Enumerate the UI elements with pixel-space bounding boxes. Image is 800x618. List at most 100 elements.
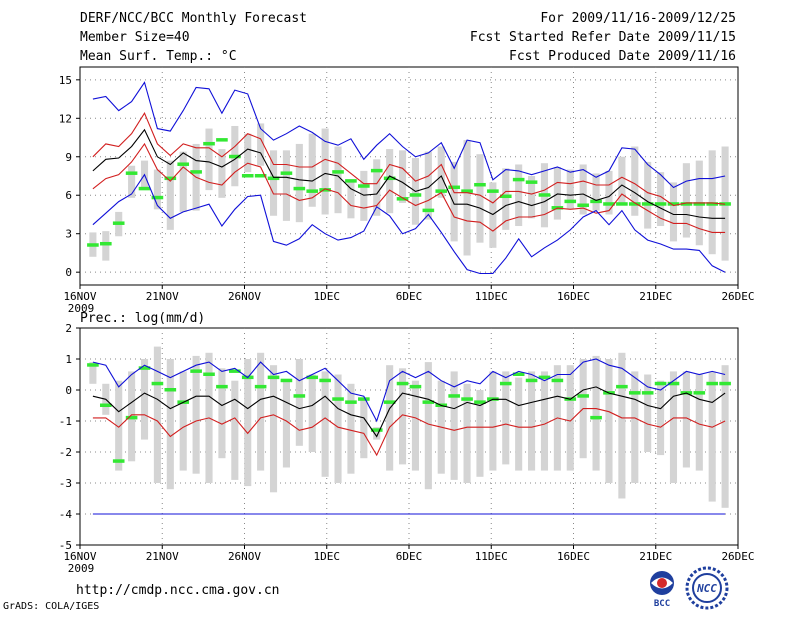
ensemble-box	[605, 359, 613, 483]
median-mark	[229, 369, 241, 373]
ensemble-box	[708, 371, 716, 502]
median-mark	[332, 397, 344, 401]
y-tick-label: 12	[59, 112, 72, 125]
ensemble-box	[489, 182, 497, 248]
median-mark	[538, 375, 551, 380]
ensemble-box	[179, 151, 187, 212]
median-mark	[358, 184, 370, 188]
median-mark	[99, 241, 112, 246]
median-mark	[383, 176, 396, 181]
series-line-mean	[92, 128, 726, 219]
median-mark	[229, 154, 241, 159]
x-tick-label: 21NOV	[146, 550, 179, 563]
ensemble-box	[682, 371, 690, 468]
source-url[interactable]: http://cmdp.ncc.cma.gov.cn	[76, 583, 280, 598]
median-mark	[345, 400, 357, 404]
series-line-plus_std	[92, 112, 726, 207]
ensemble-box	[528, 371, 536, 471]
ncc-logo: NCC	[685, 566, 729, 610]
ensemble-box	[295, 143, 303, 223]
median-mark	[577, 203, 589, 207]
x-tick-label: 6DEC	[396, 550, 423, 563]
x-tick-label: 26NOV	[228, 550, 261, 563]
x-tick-label: 21NOV	[146, 290, 179, 303]
ensemble-box	[411, 380, 419, 471]
ensemble-box	[515, 377, 523, 471]
median-mark	[345, 179, 357, 183]
ensemble-box	[424, 151, 432, 220]
ensemble-box	[218, 368, 226, 459]
median-mark	[706, 202, 719, 206]
forecast-start-date: Fcst Started Refer Date 2009/11/15	[469, 30, 736, 45]
median-mark	[564, 199, 577, 204]
median-mark	[383, 400, 396, 404]
median-mark	[151, 381, 164, 386]
x-tick-label: 1DEC	[314, 290, 341, 303]
plot-frame	[79, 327, 739, 546]
median-mark	[667, 202, 680, 206]
median-mark	[254, 174, 267, 178]
ensemble-box	[205, 128, 213, 191]
ncc-logo-text: NCC	[696, 582, 717, 595]
median-mark	[551, 378, 564, 383]
median-mark	[654, 202, 667, 206]
ensemble-box	[540, 371, 549, 471]
median-mark	[461, 397, 473, 401]
median-mark	[525, 378, 538, 383]
ensemble-box	[360, 170, 368, 221]
y-tick-label: 3	[65, 228, 72, 241]
median-mark	[461, 189, 473, 193]
x-tick-label: 26DEC	[721, 290, 754, 303]
median-mark	[499, 381, 512, 386]
ensemble-box	[592, 173, 600, 211]
median-mark	[125, 171, 138, 175]
median-mark	[409, 193, 422, 197]
median-mark	[293, 394, 306, 398]
ensemble-box	[257, 352, 265, 471]
median-mark	[719, 381, 731, 386]
median-mark	[667, 381, 680, 386]
ensemble-box	[399, 150, 407, 203]
median-mark	[499, 194, 512, 199]
median-mark	[112, 221, 125, 225]
median-mark	[306, 375, 319, 380]
ensemble-box	[605, 170, 613, 215]
ensemble-box	[592, 355, 600, 471]
x-tick-label: 16DEC	[557, 550, 590, 563]
ensemble-box	[321, 128, 329, 215]
median-mark	[577, 394, 589, 398]
ensemble-box	[386, 149, 394, 214]
median-mark	[603, 202, 615, 206]
median-mark	[396, 381, 409, 386]
median-mark	[190, 369, 202, 373]
median-mark	[164, 176, 177, 181]
ensemble-box	[269, 365, 278, 493]
median-mark	[538, 193, 551, 197]
median-mark	[241, 174, 254, 178]
median-mark	[693, 202, 706, 206]
ensemble-box	[424, 362, 432, 490]
ensemble-box	[218, 149, 226, 198]
median-mark	[306, 189, 319, 193]
y-tick-label: -1	[59, 415, 72, 428]
series-line-minus_std	[92, 142, 726, 233]
median-mark	[138, 366, 151, 370]
median-mark	[280, 378, 293, 383]
ensemble-box	[334, 146, 342, 214]
median-mark	[267, 375, 280, 380]
ensemble-box	[192, 355, 200, 474]
ensemble-box	[308, 133, 316, 207]
x-tick-label: 16NOV	[63, 550, 96, 563]
series-line-max	[92, 358, 726, 423]
x-tick-label: 26DEC	[721, 550, 754, 563]
ensemble-box	[515, 164, 523, 227]
median-mark	[422, 400, 435, 404]
ensemble-box	[476, 154, 484, 243]
x-tick-label: 6DEC	[396, 290, 423, 303]
median-mark	[87, 363, 99, 367]
chart-title: DERF/NCC/BCC Monthly Forecast	[80, 11, 307, 26]
x-tick-label: 16NOV	[63, 290, 96, 303]
precip-panel-title: Prec.: log(mm/d)	[80, 311, 205, 326]
median-mark	[474, 400, 486, 404]
ensemble-box	[166, 359, 174, 490]
